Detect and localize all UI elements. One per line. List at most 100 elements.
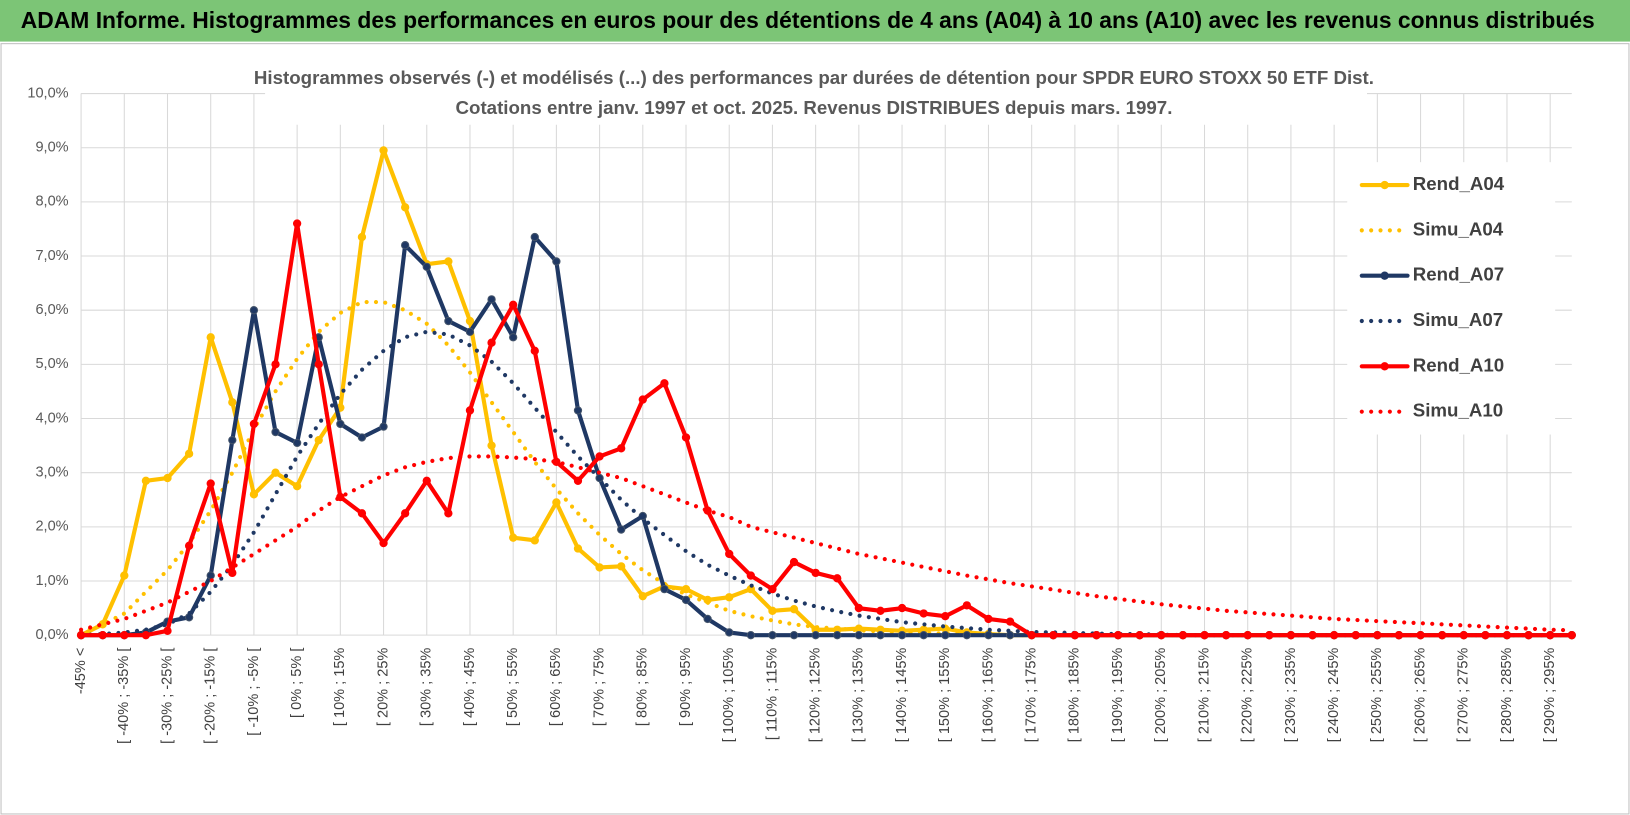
- point: [725, 628, 734, 637]
- point: [379, 146, 388, 155]
- point: [638, 395, 647, 404]
- point: [487, 441, 496, 450]
- point: [1416, 631, 1425, 640]
- point: [292, 219, 302, 228]
- point: [206, 479, 215, 488]
- point: [228, 398, 237, 407]
- y-tick-label: 0,0%: [35, 627, 68, 643]
- point: [919, 631, 928, 640]
- point: [1481, 631, 1490, 640]
- point: [530, 232, 539, 242]
- y-tick-label: 4,0%: [35, 410, 68, 426]
- point: [249, 490, 259, 499]
- legend-label: Rend_A10: [1413, 354, 1504, 375]
- x-tick-label: [ 230% ; 235%: [1283, 648, 1299, 743]
- x-tick-label: [ 170% ; 175%: [1024, 648, 1040, 743]
- point: [400, 509, 410, 518]
- x-tick-label: [ -30% ; -25% [: [159, 648, 175, 744]
- point: [1329, 631, 1339, 640]
- point: [833, 574, 842, 583]
- point: [617, 525, 626, 534]
- point: [98, 631, 107, 640]
- x-tick-label: [ 190% ; 195%: [1110, 648, 1126, 743]
- point: [357, 433, 367, 442]
- point: [768, 606, 777, 615]
- point: [768, 584, 777, 594]
- point: [1524, 631, 1533, 640]
- point: [876, 606, 885, 615]
- point: [184, 541, 194, 550]
- x-tick-label: [ 200% ; 205%: [1153, 648, 1169, 743]
- x-tick-label: [ 150% ; 155%: [937, 648, 953, 743]
- x-tick-label: [ 280% ; 285%: [1499, 648, 1515, 743]
- point: [876, 631, 885, 640]
- point: [573, 476, 583, 485]
- legend-marker: [1380, 271, 1389, 280]
- point: [1351, 631, 1360, 640]
- x-tick-label: [ 90% ; 95%: [678, 648, 694, 727]
- legend-label: Simu_A07: [1413, 309, 1503, 330]
- legend-label: Simu_A10: [1413, 400, 1503, 421]
- point: [336, 419, 345, 429]
- point: [465, 406, 475, 415]
- chart-title: Histogrammes observés (-) et modélisés (…: [254, 67, 1374, 88]
- legend-label: Simu_A04: [1413, 218, 1504, 239]
- point: [1502, 631, 1512, 640]
- y-tick-label: 1,0%: [35, 573, 68, 589]
- legend-marker: [1380, 362, 1389, 371]
- point: [984, 614, 993, 624]
- point: [1200, 631, 1209, 640]
- point: [141, 476, 151, 485]
- banner-title: ADAM Informe. Histogrammes des performan…: [21, 7, 1595, 33]
- point: [1567, 631, 1576, 640]
- point: [444, 257, 453, 266]
- observed-line: [79, 221, 1574, 638]
- x-tick-label: [ -20% ; -15% [: [203, 648, 219, 744]
- x-tick-label: [ 50% ; 55%: [505, 648, 521, 727]
- legend-bg: [1347, 162, 1556, 435]
- point: [660, 379, 669, 388]
- point: [206, 333, 215, 342]
- x-tick-label: [ 10% ; 15%: [332, 648, 348, 727]
- y-tick-label: 8,0%: [35, 194, 68, 210]
- point: [703, 614, 712, 624]
- point: [573, 406, 583, 415]
- point: [1027, 631, 1036, 640]
- legend-label: Rend_A07: [1413, 264, 1504, 285]
- point: [379, 538, 388, 548]
- point: [573, 544, 583, 553]
- point: [1286, 631, 1296, 640]
- point: [768, 631, 777, 640]
- point: [379, 422, 388, 431]
- point: [1308, 631, 1317, 640]
- point: [1459, 631, 1468, 640]
- point: [1243, 631, 1252, 640]
- y-tick-label: 7,0%: [35, 248, 68, 264]
- point: [1438, 631, 1447, 640]
- point: [725, 549, 734, 559]
- point: [120, 571, 129, 580]
- point: [962, 631, 972, 640]
- point: [1265, 631, 1274, 640]
- point: [509, 300, 518, 309]
- point: [444, 509, 453, 518]
- point: [422, 262, 431, 272]
- point: [314, 436, 323, 445]
- point: [1221, 631, 1231, 640]
- y-tick-label: 9,0%: [35, 140, 68, 156]
- x-tick-label: [ 0% ; 5% [: [289, 648, 305, 718]
- point: [357, 509, 367, 518]
- point: [1546, 631, 1555, 640]
- point: [854, 631, 863, 640]
- point: [228, 436, 237, 445]
- x-tick-label: [ 160% ; 165%: [980, 648, 996, 743]
- legend: Rend_A04 Simu_A04 Rend_A07 Simu_A07 Rend_A10…: [1359, 173, 1505, 421]
- point: [897, 631, 907, 640]
- point: [530, 536, 539, 545]
- point: [271, 468, 280, 477]
- point: [595, 563, 604, 572]
- y-tick-label: 2,0%: [35, 519, 68, 535]
- y-tick-label: 3,0%: [35, 465, 68, 481]
- point: [465, 316, 475, 326]
- point: [833, 631, 842, 640]
